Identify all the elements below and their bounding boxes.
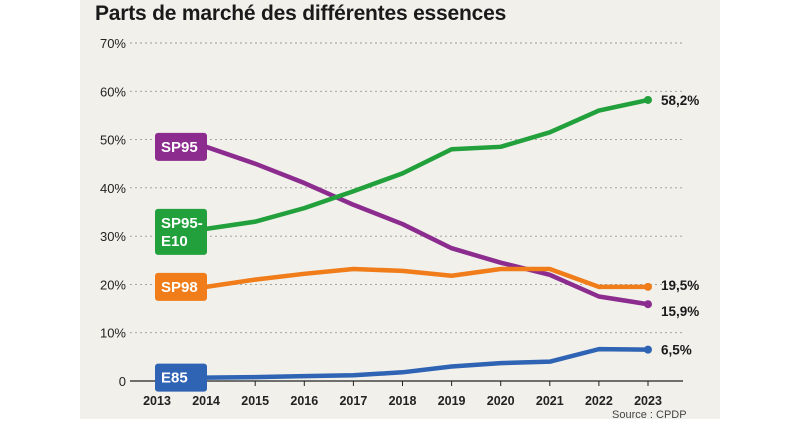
series-badge: [155, 272, 207, 301]
series-badge-label: SP95-: [161, 215, 203, 232]
series-badge-label: E85: [161, 370, 188, 387]
end-value-labels: 15,9% 58,2% 19,5% 6,5%: [661, 93, 699, 358]
x-tick-label: 2014: [192, 394, 220, 408]
x-tick-label: 2023: [634, 394, 662, 408]
series-lines: [203, 95, 652, 380]
x-tick-label: 2021: [536, 394, 564, 408]
series-line-e85: [203, 346, 651, 380]
grid-lines: [130, 42, 683, 382]
end-value-label: 6,5%: [661, 343, 692, 358]
x-tick-label: 2022: [585, 394, 613, 408]
end-value-label: 19,5%: [661, 278, 699, 293]
end-value-label: 58,2%: [661, 93, 699, 108]
series-badge: [155, 363, 207, 392]
series-end-point: [644, 300, 652, 309]
series-line-sp95-e10: [203, 97, 651, 232]
y-axis-ticks: 0 10% 20% 30% 40% 50% 60% 70%: [100, 36, 126, 389]
y-tick-label: 70%: [100, 36, 126, 51]
x-tick-label: 2018: [389, 394, 417, 408]
series-line-sp95: [203, 144, 651, 307]
y-tick-label: 60%: [100, 84, 126, 99]
end-value-label: 15,9%: [661, 304, 699, 319]
x-tick-label: 2016: [290, 394, 318, 408]
x-tick-label: 2013: [143, 394, 171, 408]
chart-title: Parts de marché des différentes essences: [95, 2, 507, 25]
series-end-point: [644, 282, 652, 291]
series-badge: [155, 208, 207, 255]
y-tick-label: 50%: [100, 133, 126, 148]
source-note: Source : CPDP: [612, 409, 687, 421]
x-tick-label: 2017: [339, 394, 367, 408]
series-end-point: [644, 345, 652, 354]
y-tick-label: 10%: [100, 326, 126, 341]
series-label-badges: SP95 SP95-E10 SP98 E85: [155, 132, 207, 392]
series-badge-label: SP95: [161, 139, 198, 156]
y-tick-label: 0: [119, 374, 126, 389]
series-end-point: [644, 95, 652, 104]
series-badge: [155, 132, 207, 161]
series-badge-label: E10: [161, 233, 188, 250]
series-line-sp98: [203, 266, 651, 290]
y-tick-label: 40%: [100, 181, 126, 196]
x-tick-label: 2015: [241, 394, 269, 408]
series-badge-label: SP98: [161, 279, 198, 296]
y-tick-label: 20%: [100, 277, 126, 292]
x-tick-label: 2020: [487, 394, 515, 408]
x-axis-ticks: 2013 2014 2015 2016 2017 2018 2019 2020 2021 2022…: [143, 381, 662, 408]
x-tick-label: 2019: [438, 394, 466, 408]
y-tick-label: 30%: [100, 229, 126, 244]
